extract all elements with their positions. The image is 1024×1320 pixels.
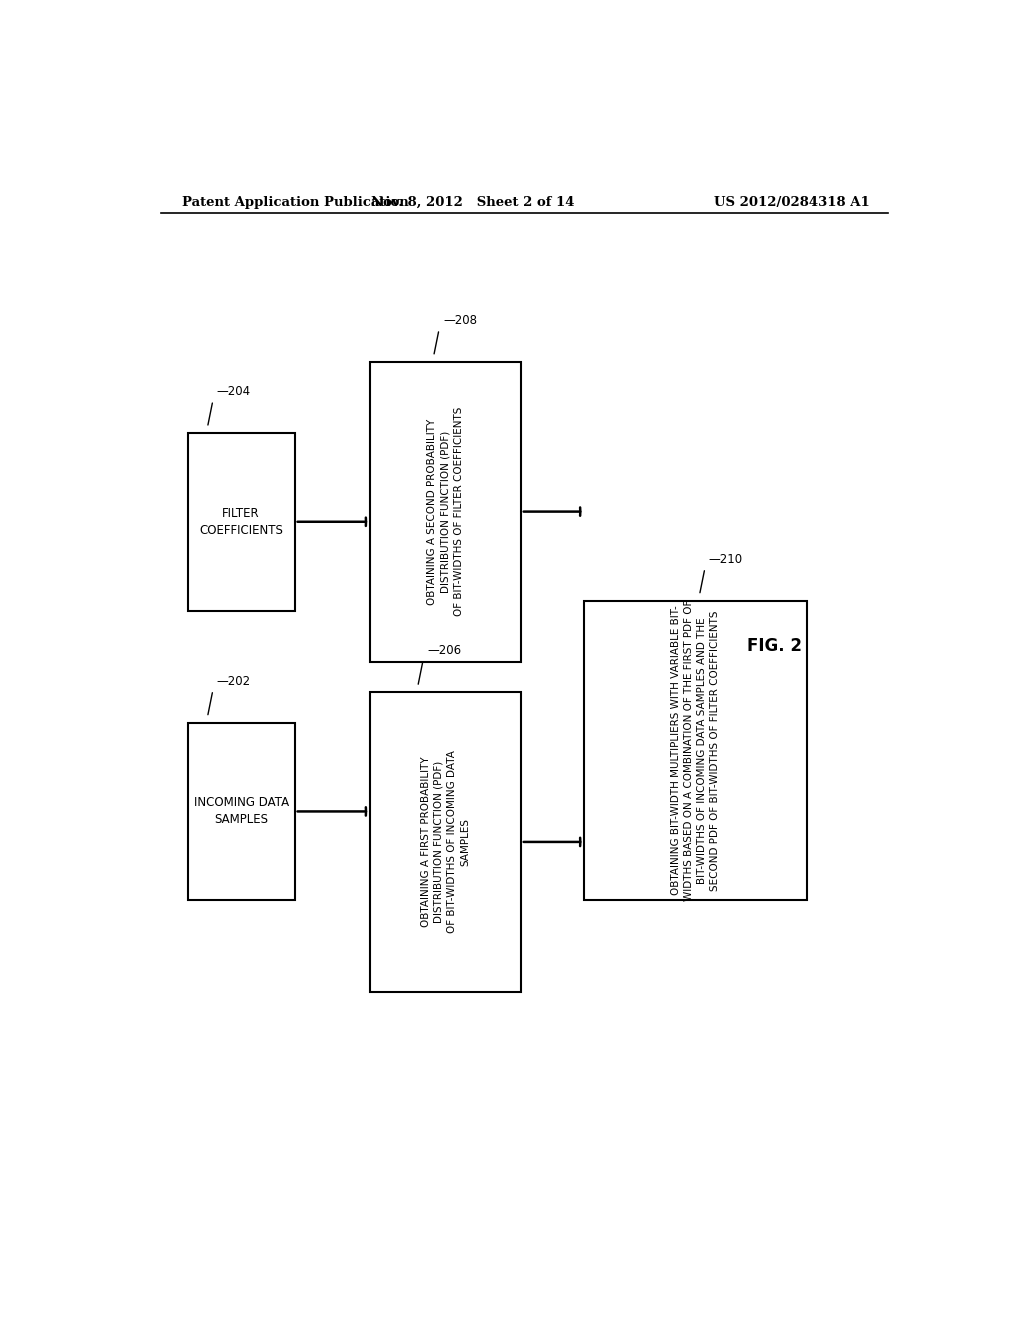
Text: Patent Application Publication: Patent Application Publication <box>182 195 409 209</box>
Text: US 2012/0284318 A1: US 2012/0284318 A1 <box>715 195 870 209</box>
Text: FILTER
COEFFICIENTS: FILTER COEFFICIENTS <box>199 507 283 537</box>
Text: INCOMING DATA
SAMPLES: INCOMING DATA SAMPLES <box>194 796 289 826</box>
Bar <box>187 433 295 611</box>
Text: —210: —210 <box>709 553 743 566</box>
Text: —202: —202 <box>217 675 251 688</box>
Text: —204: —204 <box>217 385 251 399</box>
Text: —208: —208 <box>443 314 477 327</box>
Text: —206: —206 <box>427 644 462 657</box>
Bar <box>370 362 521 661</box>
Text: OBTAINING A SECOND PROBABILITY
DISTRIBUTION FUNCTION (PDF)
OF BIT-WIDTHS OF FILT: OBTAINING A SECOND PROBABILITY DISTRIBUT… <box>427 407 464 616</box>
Text: OBTAINING BIT-WIDTH MULTIPLIERS WITH VARIABLE BIT-
WIDTHS BASED ON A COMBINATION: OBTAINING BIT-WIDTH MULTIPLIERS WITH VAR… <box>671 599 720 902</box>
Bar <box>585 601 807 900</box>
Bar <box>187 722 295 900</box>
Bar <box>370 692 521 991</box>
Text: OBTAINING A FIRST PROBABILITY
DISTRIBUTION FUNCTION (PDF)
OF BIT-WIDTHS OF INCOM: OBTAINING A FIRST PROBABILITY DISTRIBUTI… <box>421 751 470 933</box>
Text: Nov. 8, 2012   Sheet 2 of 14: Nov. 8, 2012 Sheet 2 of 14 <box>372 195 574 209</box>
Text: FIG. 2: FIG. 2 <box>748 638 802 655</box>
